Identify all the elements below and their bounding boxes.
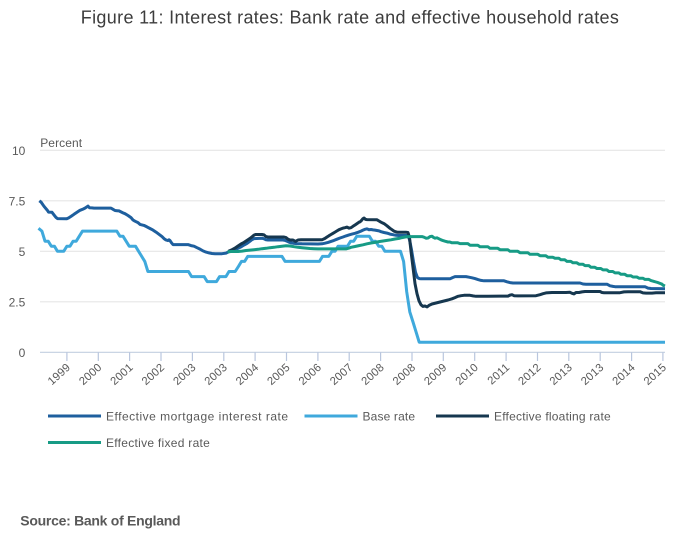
svg-text:Effective fixed rate: Effective fixed rate: [106, 436, 210, 450]
svg-text:Effective floating rate: Effective floating rate: [494, 410, 611, 424]
svg-text:Source: Bank of England: Source: Bank of England: [20, 513, 180, 529]
svg-text:10: 10: [12, 144, 26, 158]
svg-text:Base rate: Base rate: [363, 410, 416, 424]
svg-text:7.5: 7.5: [9, 194, 26, 208]
svg-text:5: 5: [19, 245, 26, 259]
svg-text:0: 0: [19, 346, 26, 360]
svg-text:2.5: 2.5: [9, 295, 26, 309]
svg-text:Percent: Percent: [40, 136, 83, 150]
svg-text:Figure 11: Interest rates: Ban: Figure 11: Interest rates: Bank rate and…: [81, 8, 619, 28]
svg-text:Effective mortgage interest ra: Effective mortgage interest rate: [106, 410, 289, 424]
